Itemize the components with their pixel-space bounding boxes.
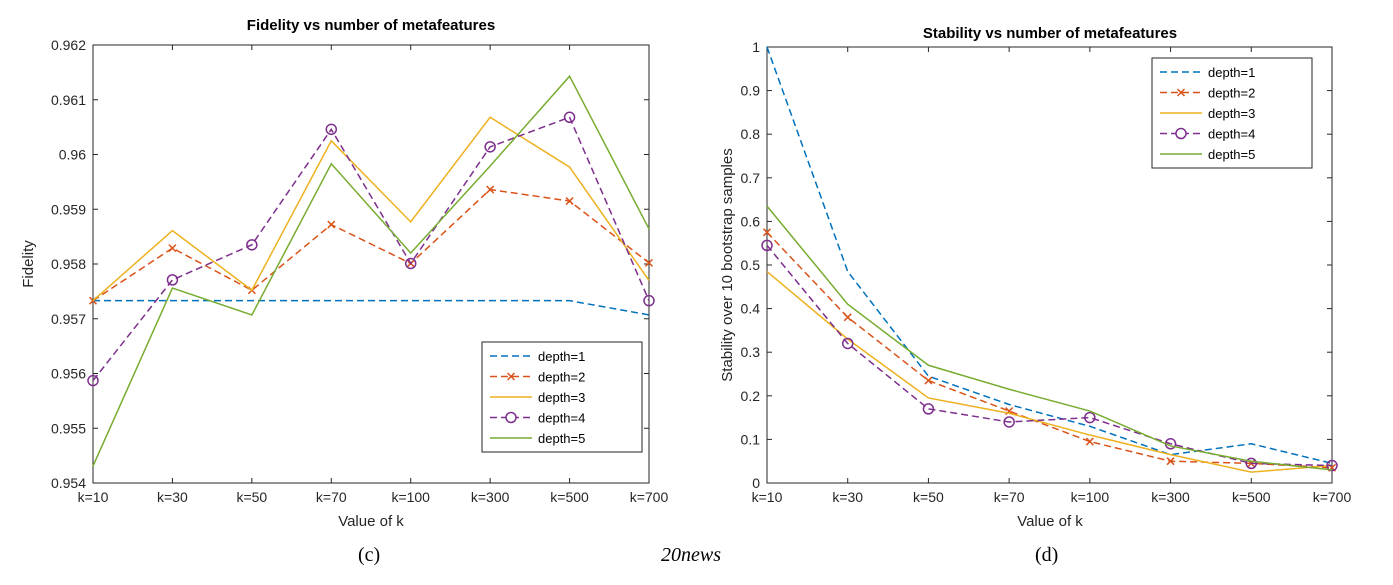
caption-center: 20news [661,544,721,566]
stability-series-line-depth2 [766,231,1333,469]
fidelity-series-line-depth3 [92,116,650,302]
fidelity-xtick-label: k=50 [236,489,267,505]
stability-ytick-label: 0.8 [741,126,761,142]
fidelity-point-x-depth2 [644,258,654,267]
fidelity-xtick-label: k=500 [550,489,589,505]
stability-ytick-label: 0.2 [741,388,761,404]
fidelity-point-o-depth4 [246,239,258,251]
stability-xtick-label: k=100 [1071,489,1110,505]
fidelity-point-x-depth2 [327,220,336,229]
stability-ytick-label: 0.7 [741,170,761,186]
stability-xtick-label: k=10 [752,489,783,505]
stability-series-line-depth4 [766,244,1333,467]
fidelity-chart-title: Fidelity vs number of metafeatures [247,17,495,34]
stability-legend-label-depth2: depth=2 [1208,86,1255,101]
fidelity-point-o-depth4 [484,141,496,153]
stability-ytick-label: 0.1 [741,431,761,447]
stability-point-o-depth4 [841,337,854,350]
fidelity-point-o-depth4 [404,257,417,270]
stability-legend-label-depth4: depth=4 [1208,127,1255,142]
stability-legend-marker-x2 [1176,88,1186,97]
stability-point-o-depth4 [1326,459,1338,472]
stability-legend: depth=1 depth=2 depth=3 depth=4 depth=5 [1151,57,1313,169]
stability-series-line-depth5 [766,205,1333,471]
stability-legend-label-depth5: depth=5 [1208,147,1255,162]
fidelity-point-x-depth2 [565,197,574,206]
fidelity-xlabel: Value of k [338,513,404,530]
stability-point-o-depth4 [1245,457,1258,470]
fidelity-ylabel: Fidelity [20,240,37,288]
stability-ytick-label: 0 [752,475,760,491]
fidelity-legend-label-depth3: depth=3 [538,390,585,405]
fidelity-chart: Fidelity vs number of metafeatures 0.954… [20,17,668,530]
fidelity-point-o-depth4 [166,274,179,286]
fidelity-legend-label-depth4: depth=4 [538,411,585,426]
stability-xtick-label: k=300 [1151,489,1190,505]
stability-ytick-label: 0.9 [741,83,761,99]
fidelity-legend-label-depth1: depth=1 [538,349,585,364]
fidelity-xtick-label: k=70 [316,489,347,505]
fidelity-ytick-label: 0.962 [51,37,86,53]
stability-xtick-label: k=30 [832,489,863,505]
fidelity-point-o-depth4 [87,374,99,387]
fidelity-series-line-depth5 [92,74,650,467]
stability-point-x-depth2 [924,376,933,385]
fidelity-ytick-label: 0.961 [51,92,86,108]
fidelity-ytick-label: 0.955 [51,420,86,436]
stability-ytick-label: 0.5 [741,257,761,273]
stability-point-x-depth2 [843,313,852,322]
stability-chart: Stability vs number of metafeatures 0 0.1… [719,25,1351,530]
stability-xtick-label: k=500 [1232,489,1271,505]
fidelity-point-x-depth2 [486,185,495,194]
stability-ytick-label: 0.4 [741,301,761,317]
fidelity-legend-label-depth2: depth=2 [538,370,585,385]
stability-xtick-label: k=50 [913,489,944,505]
caption-left: (c) [358,544,381,566]
fidelity-ytick-label: 0.956 [51,366,86,382]
fidelity-legend: depth=1 depth=2 depth=3 depth=4 depth=5 [481,341,643,453]
fidelity-ytick-label: 0.958 [51,256,86,272]
stability-xtick-label: k=70 [994,489,1025,505]
fidelity-series-line-depth1 [93,299,650,316]
stability-point-o-depth4 [761,239,773,252]
stability-ylabel: Stability over 10 bootstrap samples [719,148,736,381]
fidelity-point-o-depth4 [325,123,338,136]
caption-right: (d) [1035,544,1059,566]
stability-point-x-depth2 [1085,437,1094,446]
fidelity-legend-marker-o [505,411,517,424]
stability-series-line-depth3 [766,270,1333,473]
stability-xtick-label: k=700 [1313,489,1352,505]
stability-point-x-depth2 [762,228,772,237]
stability-point-x-depth2 [1166,457,1175,466]
stability-point-o-depth4 [922,403,935,415]
fidelity-legend-label-depth5: depth=5 [538,431,585,446]
stability-ytick-label: 0.3 [741,344,761,360]
stability-ytick-label: 1 [752,39,760,55]
fidelity-ytick-label: 0.957 [51,311,86,327]
fidelity-ytick-label: 0.959 [51,201,86,217]
stability-point-o-depth4 [1003,416,1015,428]
stability-ytick-label: 0.6 [741,213,761,229]
stability-legend-label-depth3: depth=3 [1208,106,1255,121]
stability-series-line-depth1 [766,46,1333,465]
fidelity-xtick-label: k=300 [471,489,510,505]
fidelity-xtick-label: k=700 [630,489,669,505]
fidelity-series-line-depth4 [92,116,650,382]
fidelity-xtick-label: k=30 [157,489,188,505]
fidelity-ytick-label: 0.96 [59,147,86,163]
fidelity-xtick-label: k=10 [78,489,109,505]
fidelity-point-o-depth4 [643,294,655,307]
stability-point-o-depth4 [1084,411,1096,424]
fidelity-legend-marker-x2 [506,372,516,381]
stability-legend-marker-o [1175,127,1187,140]
stability-chart-title: Stability vs number of metafeatures [923,25,1177,42]
fidelity-ytick-label: 0.954 [51,475,86,491]
fidelity-point-x-depth2 [168,244,177,253]
fidelity-point-o-depth4 [563,111,576,124]
stability-xlabel: Value of k [1017,513,1083,530]
stability-legend-label-depth1: depth=1 [1208,65,1255,80]
fidelity-xtick-label: k=100 [391,489,430,505]
fidelity-series-line-depth2 [92,188,650,302]
